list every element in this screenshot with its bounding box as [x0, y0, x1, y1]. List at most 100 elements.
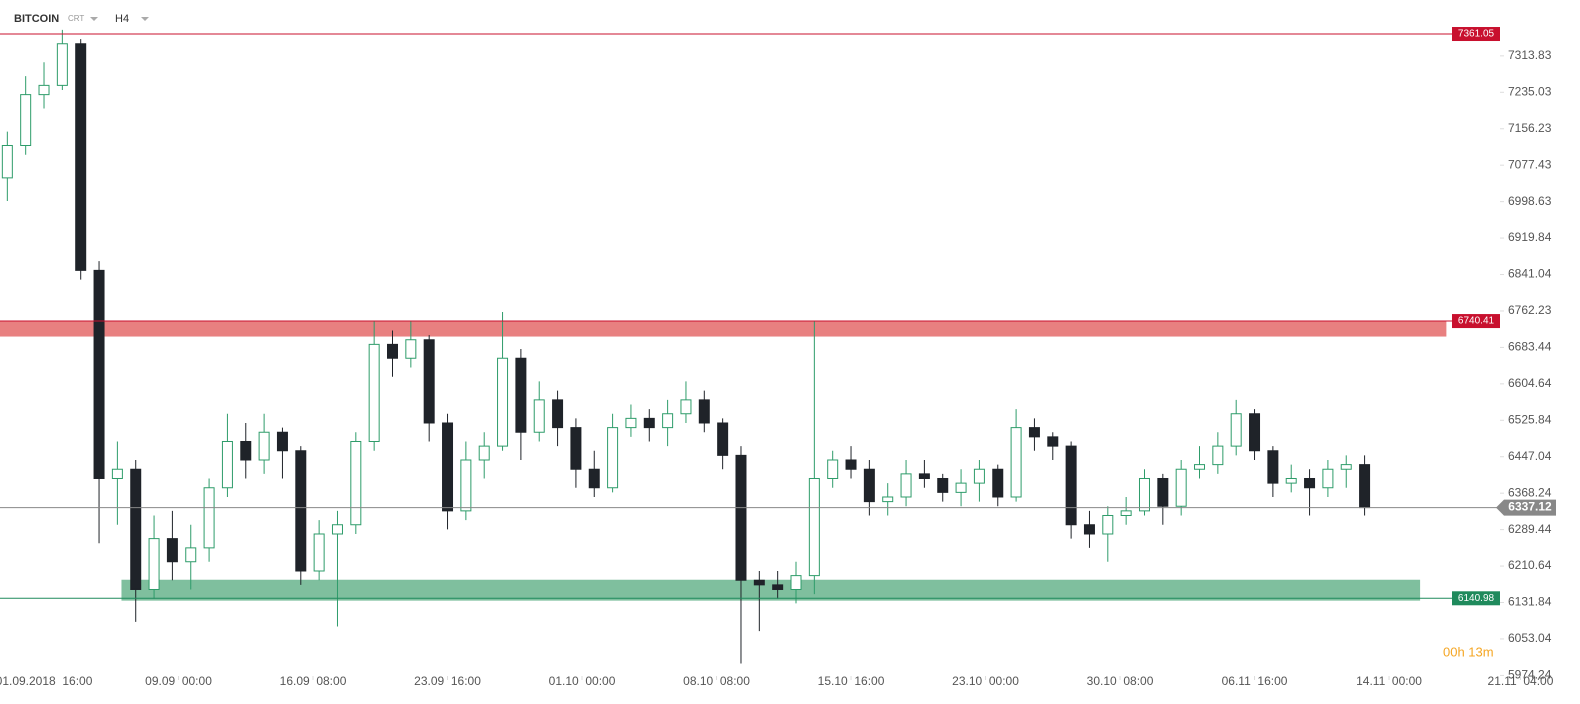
candle-body	[56, 43, 68, 86]
y-tick-label: 6841.04	[1508, 267, 1552, 281]
candle-body	[478, 445, 490, 461]
candle-body	[662, 413, 674, 429]
candle-body	[1028, 427, 1040, 438]
y-tick-label: 7156.23	[1508, 121, 1552, 135]
dropdown-caret[interactable]	[90, 17, 98, 21]
candle-body	[937, 477, 949, 493]
timer: 00h 13m	[1443, 644, 1494, 659]
candle-body	[276, 431, 288, 452]
candle-body	[1102, 514, 1114, 535]
x-tick-label: 21.11 04:00	[1488, 674, 1554, 688]
x-tick-label: 08.10 08:00	[683, 674, 750, 688]
candle-body	[185, 547, 197, 563]
y-tick-label: 5974.24	[1508, 668, 1552, 682]
candle-body	[221, 440, 233, 489]
x-tick-label: 06.11 16:00	[1222, 674, 1288, 688]
candle-body	[570, 427, 582, 470]
level-label-bg	[1452, 314, 1500, 329]
x-tick-label: 23.10 00:00	[952, 674, 1019, 688]
x-tick-label: 30.10 08:00	[1087, 674, 1154, 688]
candle-body	[992, 468, 1004, 498]
y-tick-label: 6919.84	[1508, 230, 1552, 244]
candle-body	[1010, 427, 1022, 498]
candle-body	[1249, 413, 1261, 452]
y-tick-label: 6525.84	[1508, 412, 1552, 426]
candle-body	[1340, 464, 1352, 470]
x-tick-label: 15.10 16:00	[818, 674, 885, 688]
candle-body	[1212, 445, 1224, 466]
candle-body	[955, 482, 967, 493]
interval[interactable]: H4	[115, 13, 129, 25]
candle-body	[918, 473, 930, 479]
candle-body	[973, 468, 985, 484]
candle-body	[515, 357, 527, 433]
candle-body	[790, 575, 802, 590]
y-tick-label: 7235.03	[1508, 84, 1552, 98]
y-tick-label: 6368.24	[1508, 485, 1552, 499]
y-tick-label: 6762.23	[1508, 303, 1552, 317]
candle-body	[350, 440, 362, 526]
candle-body	[680, 399, 692, 415]
candle-body	[93, 269, 105, 479]
y-tick-label: 6289.44	[1508, 522, 1552, 536]
x-tick-label: 16.09 08:00	[280, 674, 347, 688]
candle-body	[607, 427, 619, 489]
x-tick-label: 14.11 00:00	[1356, 674, 1422, 688]
y-tick-label: 6131.84	[1508, 595, 1552, 609]
candle-body	[1083, 524, 1095, 535]
candle-body	[1194, 464, 1206, 470]
candle-body	[882, 496, 894, 503]
candle-body	[1359, 464, 1371, 509]
candle-body	[423, 339, 435, 424]
y-tick-label: 7077.43	[1508, 157, 1552, 171]
candle-body	[827, 459, 839, 479]
y-tick-label: 6053.04	[1508, 631, 1552, 645]
candle-body	[1175, 468, 1187, 507]
symbol[interactable]: BITCOIN	[14, 13, 59, 25]
y-tick-label: 6998.63	[1508, 194, 1552, 208]
mode[interactable]: CRT	[68, 14, 84, 23]
candle-body	[295, 450, 307, 572]
candle-body	[166, 538, 178, 563]
candle-body	[460, 459, 472, 512]
level-label: 6140.98	[1458, 593, 1495, 604]
candle-body	[845, 459, 857, 470]
dropdown-caret[interactable]	[141, 17, 149, 21]
candle-body	[1267, 450, 1279, 484]
candle-body	[863, 468, 875, 503]
candle-body	[331, 524, 343, 535]
candle-body	[148, 538, 160, 590]
candle-body	[313, 533, 325, 572]
candle-body	[130, 468, 142, 590]
candle-body	[552, 399, 564, 429]
x-tick-label: 23.09 16:00	[414, 674, 481, 688]
candle-body	[387, 343, 399, 359]
candle-body	[1, 144, 13, 179]
candle-body	[203, 487, 215, 549]
candle-body	[1047, 436, 1059, 447]
candle-body	[643, 417, 655, 429]
candle-body	[111, 468, 123, 479]
y-tick-label: 6683.44	[1508, 340, 1552, 354]
x-tick-label: 01.09.2018 16:00	[0, 674, 93, 688]
y-tick-label: 7313.83	[1508, 48, 1552, 62]
level-label-bg	[1452, 27, 1500, 42]
candle-body	[497, 357, 509, 447]
candle-body	[1322, 468, 1334, 489]
candle-body	[240, 440, 252, 461]
candle-body	[1065, 445, 1077, 526]
candle-body	[1120, 510, 1132, 516]
candle-body	[75, 43, 87, 271]
candle-body	[1285, 477, 1297, 484]
candle-body	[900, 473, 912, 498]
candle-body	[1157, 477, 1169, 507]
candle-body	[258, 431, 270, 461]
current-price-tag	[1496, 499, 1556, 516]
candle-body	[442, 422, 454, 512]
candle-body	[717, 422, 729, 456]
level-label-bg	[1452, 591, 1500, 606]
y-tick-label: 6447.04	[1508, 449, 1552, 463]
candle-body	[533, 399, 545, 433]
candle-body	[38, 84, 50, 96]
